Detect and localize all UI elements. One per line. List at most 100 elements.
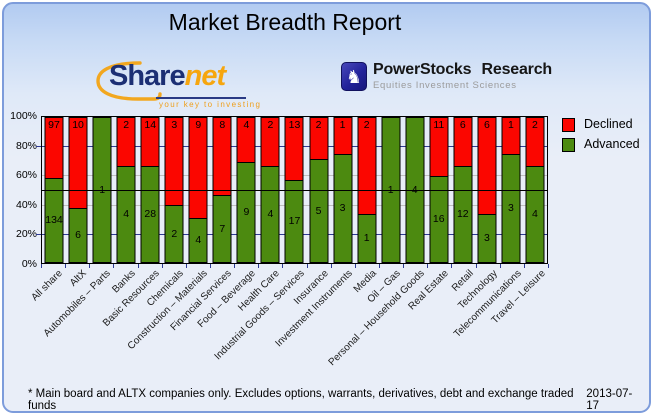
- declined-value-label: 14: [144, 119, 157, 131]
- stacked-bar-17: 11 16: [429, 117, 449, 263]
- declined-segment: 2: [357, 117, 377, 215]
- advanced-segment: 17: [284, 180, 304, 263]
- x-axis-tick: [403, 264, 405, 268]
- advanced-value-label: 5: [315, 204, 322, 217]
- x-axis-tick: [41, 264, 42, 268]
- declined-value-label: 2: [363, 119, 370, 131]
- report-date: 2013-07-17: [586, 388, 633, 412]
- advanced-segment: 12: [453, 165, 473, 263]
- advanced-segment: 9: [236, 161, 256, 263]
- declined-segment: 1: [333, 117, 353, 154]
- x-axis-tick: [548, 264, 549, 268]
- declined-segment: 4: [236, 117, 256, 162]
- advanced-segment: 3: [333, 153, 353, 263]
- stacked-bar-1: 97 134: [44, 117, 64, 263]
- advanced-value-label: 17: [288, 215, 301, 228]
- x-axis-tick: [137, 264, 139, 268]
- advanced-segment: 6: [68, 208, 88, 263]
- x-axis-tick: [523, 264, 525, 268]
- declined-segment: 2: [116, 117, 136, 166]
- declined-segment: 1: [501, 117, 521, 154]
- bars-container: 9713410612414283294874924131725132114111…: [42, 117, 547, 263]
- x-axis-tick: [330, 264, 332, 268]
- declined-segment: 6: [453, 117, 473, 166]
- declined-value-label: 2: [315, 119, 322, 131]
- footnote-bar: * Main board and ALTX companies only. Ex…: [28, 388, 642, 412]
- advanced-value-label: 7: [219, 222, 226, 235]
- x-axis-tick: [65, 264, 67, 268]
- declined-value-label: 1: [507, 119, 514, 131]
- x-axis-tick: [499, 264, 501, 268]
- advanced-value-label: 6: [75, 229, 81, 242]
- sharenet-underline: [156, 97, 246, 99]
- advanced-value-label: 12: [456, 208, 469, 221]
- y-axis-label-100: 100%: [10, 110, 37, 122]
- page-title: Market Breadth Report: [168, 9, 402, 35]
- x-axis-tick: [89, 264, 91, 268]
- chart-legend: Declined Advanced: [562, 117, 640, 157]
- declined-value-label: 2: [532, 119, 538, 131]
- sharenet-tagline: your key to investing: [159, 100, 262, 109]
- y-axis-tick-20: [36, 233, 41, 235]
- advanced-value-label: 28: [144, 208, 157, 221]
- x-axis-tick: [161, 264, 163, 268]
- powerstocks-text: PowerStocks Research Equities Investment…: [373, 61, 552, 91]
- x-axis-tick: [258, 264, 260, 268]
- advanced-segment: 2: [164, 204, 184, 263]
- advanced-value-label: 1: [99, 185, 105, 196]
- x-axis-labels: All share AltX Automobiles – Parts Banks Bas…: [30, 268, 548, 398]
- declined-value-label: 2: [123, 119, 130, 131]
- advanced-value-label: 9: [243, 206, 250, 219]
- legend-swatch-advanced: [562, 137, 575, 152]
- declined-value-label: 6: [459, 119, 466, 131]
- legend-item-advanced: Advanced: [562, 137, 640, 152]
- advanced-segment: 1: [357, 214, 377, 263]
- advanced-value-label: 4: [123, 208, 130, 221]
- advanced-segment: 4: [260, 165, 280, 263]
- y-axis-label-60: 60%: [15, 169, 37, 182]
- advanced-value-label: 2: [171, 227, 178, 240]
- advanced-value-label: 4: [532, 208, 538, 221]
- declined-value-label: 1: [339, 119, 346, 131]
- advanced-value-label: 3: [339, 202, 346, 214]
- advanced-value-label: 4: [412, 185, 418, 196]
- advanced-segment: 7: [212, 194, 232, 263]
- sharenet-logo: Sharenet your key to investing: [94, 59, 260, 109]
- knight-glyph: ♞: [345, 66, 363, 87]
- bar-slot: 13 17: [282, 117, 306, 263]
- stacked-bar-5: 14 28: [140, 117, 160, 263]
- knight-icon: ♞: [341, 62, 367, 91]
- x-axis-tick: [210, 264, 211, 268]
- x-axis-tick: [379, 264, 380, 268]
- declined-segment: 3: [164, 117, 184, 205]
- bar-slot: 10 6: [66, 117, 90, 263]
- declined-segment: 11: [429, 117, 449, 177]
- declined-value-label: 97: [48, 119, 60, 131]
- legend-label: Advanced: [584, 137, 640, 151]
- advanced-segment: 16: [429, 176, 449, 263]
- advanced-value-label: 1: [363, 232, 370, 245]
- declined-segment: 2: [309, 117, 329, 159]
- sharenet-word-net: net: [184, 60, 226, 92]
- x-axis-tick: [354, 264, 356, 268]
- legend-swatch-declined: [562, 117, 575, 132]
- advanced-segment: 3: [501, 153, 521, 263]
- declined-value-label: 4: [243, 119, 250, 131]
- x-axis-tick: [185, 264, 187, 268]
- y-axis-tick-80: [36, 146, 41, 148]
